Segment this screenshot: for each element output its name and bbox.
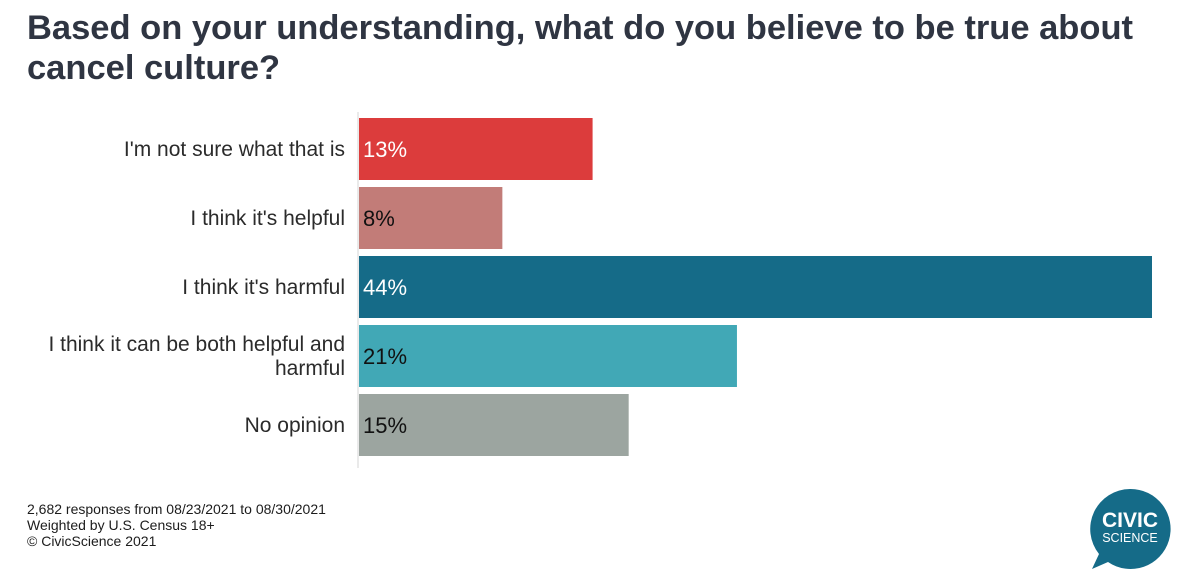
category-label-2-line-0: I think it's harmful: [182, 276, 345, 299]
category-label-3-line-1: harmful: [275, 357, 345, 380]
value-labels-group: 13% 8% 44% 21% 15%: [363, 137, 407, 438]
bar-2: [359, 256, 1152, 318]
footer-copyright: © CivicScience 2021: [27, 533, 157, 549]
bars-group: [359, 118, 1152, 456]
value-label-0: 13%: [363, 137, 407, 162]
category-labels-group: I'm not sure what that is I think it's he…: [48, 138, 345, 437]
value-label-1: 8%: [363, 206, 395, 231]
category-label-3-line-0: I think it can be both helpful and: [48, 333, 345, 356]
category-label-1-line-0: I think it's helpful: [190, 207, 345, 230]
logo-text-civic: CIVIC: [1102, 509, 1158, 532]
footer-responses: 2,682 responses from 08/23/2021 to 08/30…: [27, 501, 326, 517]
footer-weighting: Weighted by U.S. Census 18+: [27, 517, 215, 533]
civicscience-logo: CIVIC SCIENCE: [1090, 488, 1171, 569]
value-label-4: 15%: [363, 413, 407, 438]
chart-title: Based on your understanding, what do you…: [27, 9, 1134, 87]
value-label-3: 21%: [363, 344, 407, 369]
value-label-2: 44%: [363, 275, 407, 300]
bar-1: [359, 187, 503, 249]
category-label-0-line-0: I'm not sure what that is: [124, 138, 345, 161]
bar-0: [359, 118, 593, 180]
chart-footer: 2,682 responses from 08/23/2021 to 08/30…: [27, 501, 326, 549]
logo-text-science: SCIENCE: [1102, 531, 1158, 545]
category-label-4-line-0: No opinion: [245, 414, 345, 437]
bar-4: [359, 394, 629, 456]
bar-3: [359, 325, 737, 387]
logo-speech-bubble-icon: [1090, 488, 1171, 569]
